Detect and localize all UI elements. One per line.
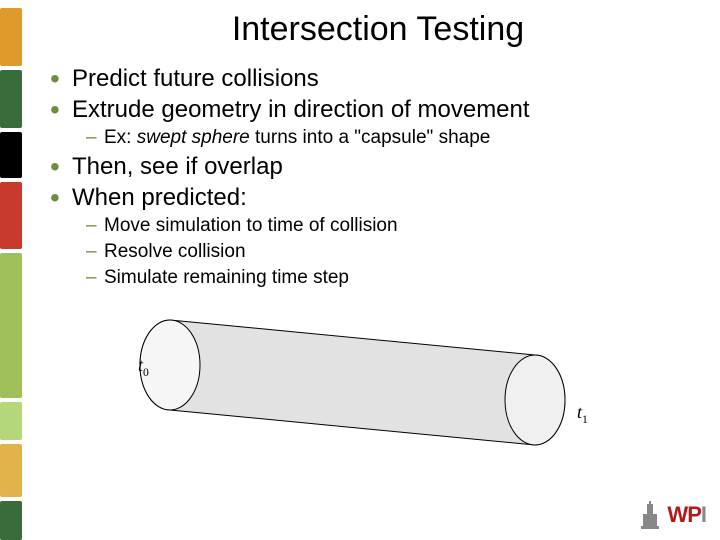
bullet-text: Extrude geometry in direction of movemen…	[72, 96, 530, 123]
sub-bullet-item: Resolve collision	[84, 239, 708, 265]
bullet-text: Predict future collisions	[72, 65, 319, 92]
slide-content: Intersection Testing Predict future coll…	[48, 10, 708, 290]
wpi-logo: WPI	[637, 500, 706, 530]
logo-p: P	[687, 502, 701, 527]
sub-list: Ex: swept sphere turns into a "capsule" …	[72, 125, 708, 151]
slide-title: Intersection Testing	[48, 10, 708, 49]
sidebar-block	[0, 444, 22, 497]
sidebar-block	[0, 132, 22, 178]
svg-text:t1: t1	[577, 402, 588, 426]
sub-bullet-item: Move simulation to time of collision	[84, 213, 708, 239]
sidebar-block	[0, 182, 22, 249]
bullet-item: Predict future collisions	[48, 63, 708, 94]
bullet-item: When predicted:Move simulation to time o…	[48, 182, 708, 290]
sidebar-block	[0, 70, 22, 128]
sub-list: Move simulation to time of collisionReso…	[72, 213, 708, 290]
logo-i: I	[701, 502, 706, 527]
capsule-svg: t0t1	[90, 290, 610, 460]
bullet-text: When predicted:	[72, 184, 247, 211]
sidebar-block	[0, 402, 22, 441]
sub-bullet-item: Simulate remaining time step	[84, 265, 708, 291]
sidebar-block	[0, 253, 22, 398]
logo-tower-icon	[637, 500, 663, 530]
sidebar-block	[0, 8, 22, 66]
bullet-text: Then, see if overlap	[72, 153, 283, 180]
bullet-list: Predict future collisions Extrude geometr…	[48, 63, 708, 290]
sidebar-block	[0, 501, 22, 540]
bullet-item: Extrude geometry in direction of movemen…	[48, 94, 708, 151]
sidebar-decoration	[0, 0, 32, 540]
sub-bullet-item: Ex: swept sphere turns into a "capsule" …	[84, 125, 708, 151]
capsule-figure: t0t1	[90, 290, 610, 460]
logo-text: WPI	[667, 502, 706, 528]
logo-w: W	[667, 502, 687, 527]
bullet-item: Then, see if overlap	[48, 151, 708, 182]
